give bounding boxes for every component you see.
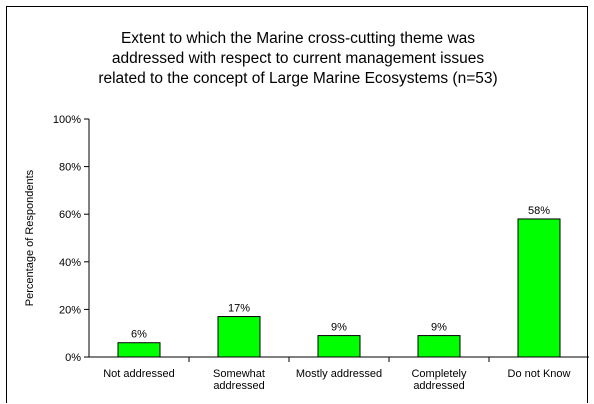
bar [517,218,561,358]
chart-title-line-3: related to the concept of Large Marine E… [98,70,498,87]
y-tick-label: 80% [59,162,81,174]
chart-title-line-1: Extent to which the Marine cross-cutting… [120,30,476,47]
bar-value-label: 6% [131,329,147,341]
y-tick-label: 60% [59,209,81,221]
x-tick-label: Not addressed [103,368,175,380]
x-tick-label: addressed [413,380,464,392]
plot-area: 0% 20% 40% 60% 80% 100% Percentage of Responde… [24,114,589,392]
bar-value-label: 17% [228,303,250,315]
bar [417,335,461,358]
x-tick-label: addressed [213,380,264,392]
bar [117,342,161,358]
x-tick-label: Somewhat [213,368,265,380]
bar-value-label: 58% [528,205,550,217]
chart-title: Extent to which the Marine cross-cutting… [7,29,589,89]
x-tick-label: Do not Know [508,368,571,380]
y-tick-label: 100% [53,114,81,126]
chart-title-line-2: addressed with respect to current manage… [111,50,485,67]
bar-chart: 0% 20% 40% 60% 80% 100% Percentage of Responde… [24,114,589,392]
bar-value-label: 9% [331,322,347,334]
bar [217,316,261,358]
x-tick-label: Mostly addressed [296,368,382,380]
y-tick-label: 20% [59,304,81,316]
y-tick-label: 0% [65,352,81,364]
x-tick-label: Completely [411,368,467,380]
y-axis-label: Percentage of Respondents [24,169,36,306]
bar-value-label: 9% [431,322,447,334]
chart-frame: Extent to which the Marine cross-cutting… [6,6,589,403]
bar [317,335,361,358]
y-tick-label: 40% [59,257,81,269]
